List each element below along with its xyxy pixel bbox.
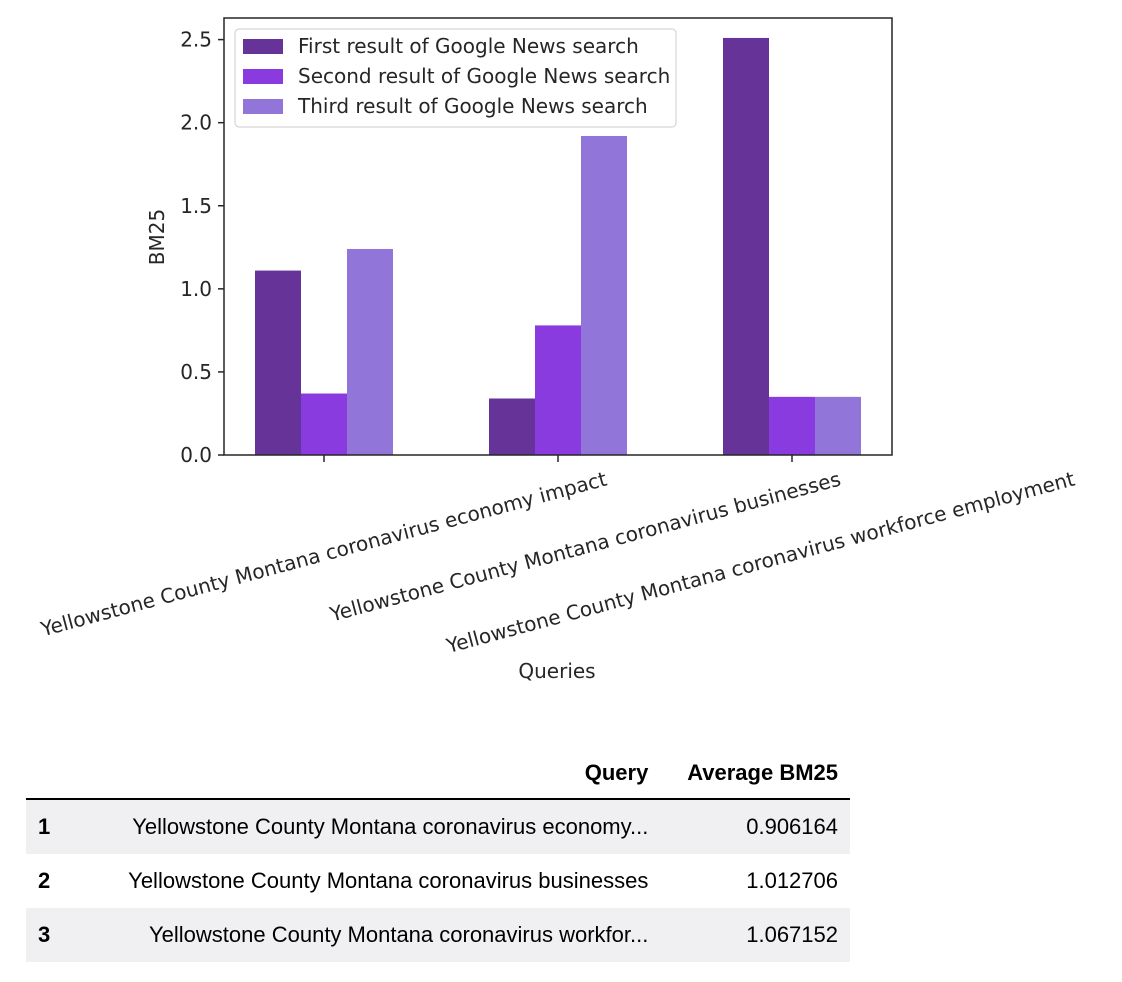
bar-s3-c1 [347, 248, 393, 455]
y-tick-label: 0.5 [180, 360, 212, 384]
row-query: Yellowstone County Montana coronavirus e… [70, 799, 661, 854]
bars-group [255, 37, 861, 456]
legend-box [234, 28, 677, 128]
bar-s1-c2 [489, 398, 535, 455]
row-index: 3 [26, 908, 70, 962]
plot-frame [223, 17, 893, 456]
bar-s1-c3 [723, 37, 769, 456]
legend-swatch [243, 39, 283, 54]
row-query: Yellowstone County Montana coronavirus b… [128, 868, 649, 893]
table-row: 1 Yellowstone County Montana coronavirus… [26, 799, 850, 854]
bar-s2-c2 [535, 325, 581, 455]
y-tick-label: 0.0 [180, 443, 212, 467]
row-query: Yellowstone County Montana coronavirus w… [70, 908, 661, 962]
y-axis-label: BM25 [145, 209, 169, 265]
row-index: 2 [38, 868, 51, 893]
y-tick-label: 1.0 [180, 277, 212, 301]
y-tick-label: 2.0 [180, 111, 212, 135]
y-tick-label: 2.5 [180, 28, 212, 52]
y-tick-label: 1.5 [180, 194, 212, 218]
row-average: 1.012706 [746, 868, 838, 893]
bar-chart: 0.0 0.5 1.0 1.5 2.0 2.5 Yellowstone County Mo… [37, 17, 1077, 683]
y-axis: 0.0 0.5 1.0 1.5 2.0 2.5 [180, 28, 224, 467]
legend-label: First result of Google News search [298, 34, 639, 58]
row-average: 1.067152 [660, 908, 850, 962]
average-bm25-header: Average BM25 [660, 752, 850, 800]
bar-s1-c1 [255, 270, 301, 455]
legend-swatch [243, 69, 283, 84]
table-header-row: Query Average BM25 [26, 752, 850, 800]
row-index: 1 [26, 799, 70, 854]
table-row: 3 Yellowstone County Montana coronavirus… [26, 908, 850, 962]
bar-s2-c1 [301, 393, 347, 455]
bar-s2-c3 [769, 396, 815, 455]
row-average: 0.906164 [660, 799, 850, 854]
legend-label: Second result of Google News search [298, 64, 670, 88]
legend-swatch [243, 99, 283, 114]
results-table: Query Average BM25 1 Yellowstone County … [26, 752, 850, 962]
results-table-container: Query Average BM25 1 Yellowstone County … [26, 752, 850, 962]
table-row: 2 Yellowstone County Montana coronavirus… [26, 854, 850, 908]
x-axis: Yellowstone County Montana coronavirus e… [37, 455, 1077, 658]
legend: First result of Google News search Second… [234, 28, 677, 128]
x-axis-label: Queries [518, 659, 595, 683]
bar-s3-c2 [581, 135, 627, 455]
bar-s3-c3 [815, 396, 861, 455]
legend-label: Third result of Google News search [297, 94, 648, 118]
index-header [26, 752, 70, 800]
query-header: Query [70, 752, 661, 800]
